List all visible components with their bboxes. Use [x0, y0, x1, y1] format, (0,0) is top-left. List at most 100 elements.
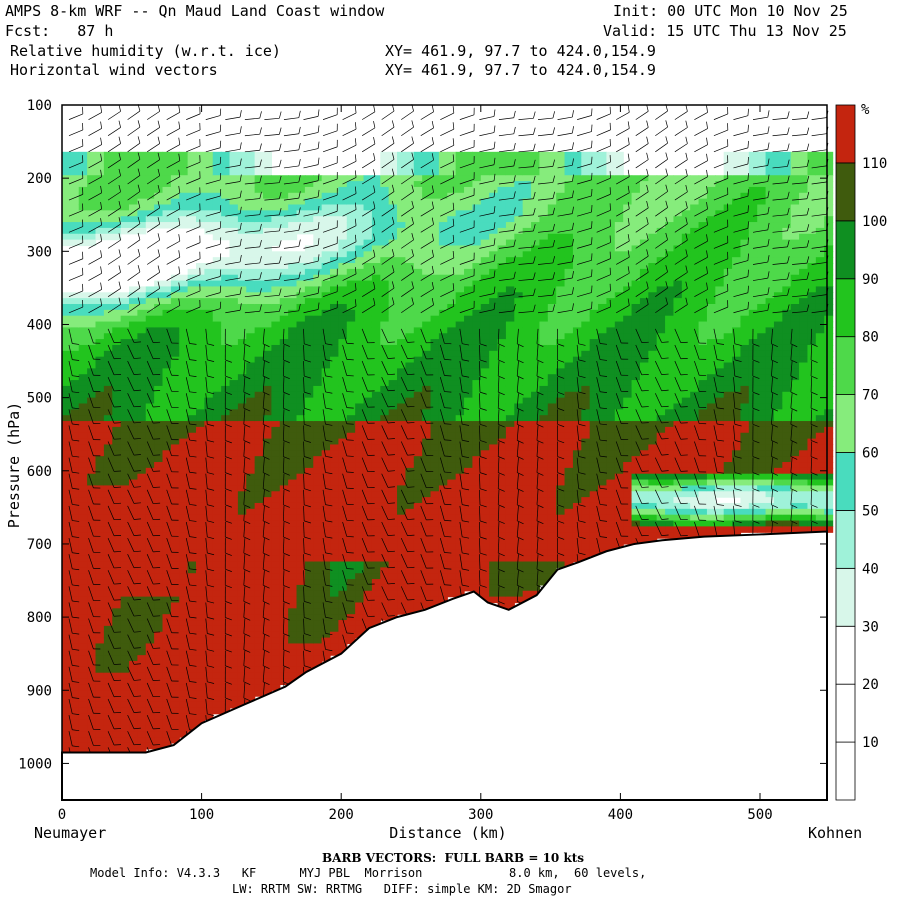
rh-cell [237, 344, 247, 352]
rh-cell [120, 479, 130, 487]
rh-cell [103, 397, 113, 405]
rh-cell [95, 661, 105, 668]
rh-cell [179, 491, 189, 498]
rh-cell [279, 368, 289, 375]
rh-cell [296, 350, 306, 358]
rh-cell [505, 491, 515, 498]
rh-cell [196, 491, 205, 498]
rh-cell [263, 344, 272, 352]
rh-cell [405, 315, 415, 323]
rh-cell [62, 497, 71, 504]
rh-cell [137, 321, 147, 328]
rh-cell [162, 280, 172, 288]
rh-cell [363, 385, 373, 393]
rh-cell [338, 303, 348, 311]
rh-cell [547, 239, 557, 247]
rh-cell [480, 538, 490, 545]
rh-cell [196, 579, 205, 586]
rh-cell [162, 596, 172, 604]
rh-cell [196, 573, 205, 580]
rh-cell [497, 520, 507, 527]
rh-cell [388, 157, 398, 165]
rh-cell [355, 186, 365, 194]
rh-cell [405, 292, 415, 299]
rh-cell [455, 204, 465, 211]
rh-cell [87, 456, 97, 463]
rh-cell [296, 227, 306, 235]
rh-cell [330, 321, 340, 328]
rh-cell [254, 374, 264, 381]
rh-cell [355, 327, 365, 334]
rh-cell [321, 555, 331, 563]
rh-cell [472, 163, 482, 170]
rh-cell [179, 543, 189, 551]
rh-cell [522, 280, 532, 288]
rh-cell [296, 584, 306, 592]
rh-cell [505, 175, 515, 182]
rh-cell [313, 543, 323, 551]
rh-cell [95, 151, 105, 159]
rh-cell [464, 327, 474, 334]
rh-cell [321, 374, 331, 381]
rh-cell [296, 298, 306, 305]
rh-cell [489, 520, 499, 527]
rh-cell [497, 344, 507, 352]
rh-cell [438, 239, 448, 247]
rh-cell [179, 204, 189, 211]
rh-cell [397, 596, 407, 604]
rh-cell [489, 169, 499, 176]
rh-cell [229, 362, 239, 369]
rh-cell [380, 315, 390, 323]
rh-cell [170, 380, 180, 387]
rh-cell [95, 391, 105, 399]
rh-cell [296, 655, 306, 662]
rh-cell [196, 567, 205, 574]
rh-cell [355, 432, 365, 440]
rh-cell [455, 268, 465, 276]
rh-cell [62, 701, 71, 709]
rh-cell [430, 543, 440, 551]
rh-cell [154, 497, 164, 504]
rh-cell [397, 526, 407, 533]
rh-cell [480, 473, 490, 481]
rh-cell [137, 385, 147, 393]
rh-cell [212, 192, 222, 200]
rh-cell [380, 608, 390, 615]
rh-cell [422, 450, 432, 457]
rh-cell [405, 227, 415, 235]
rh-cell [397, 362, 407, 369]
rh-cell [263, 584, 272, 592]
rh-cell [296, 333, 306, 340]
rh-cell [187, 391, 197, 399]
rh-cell [95, 737, 105, 744]
rh-cell [62, 661, 71, 668]
rh-cell [371, 514, 381, 522]
rh-cell [179, 169, 189, 176]
rh-cell [288, 426, 298, 434]
rh-cell [145, 555, 155, 563]
rh-cell [237, 649, 247, 656]
rh-cell [170, 274, 180, 282]
rh-cell [212, 543, 222, 551]
rh-cell [112, 666, 122, 674]
rh-cell [279, 315, 289, 323]
rh-cell [187, 175, 197, 182]
rh-cell [539, 157, 549, 165]
rh-cell [229, 684, 239, 691]
rh-cell [464, 409, 474, 416]
rh-cell [288, 497, 298, 504]
rh-cell [95, 315, 105, 323]
rh-cell [237, 204, 247, 211]
rh-cell [212, 643, 222, 650]
rh-cell [246, 479, 256, 487]
rh-cell [137, 549, 147, 557]
rh-cell [246, 620, 256, 627]
rh-cell [472, 321, 482, 328]
rh-cell [271, 479, 281, 487]
rh-cell [531, 538, 541, 545]
rh-cell [103, 596, 113, 604]
rh-cell [229, 280, 239, 288]
rh-cell [145, 391, 155, 399]
rh-cell [447, 584, 457, 592]
rh-cell [531, 251, 541, 258]
